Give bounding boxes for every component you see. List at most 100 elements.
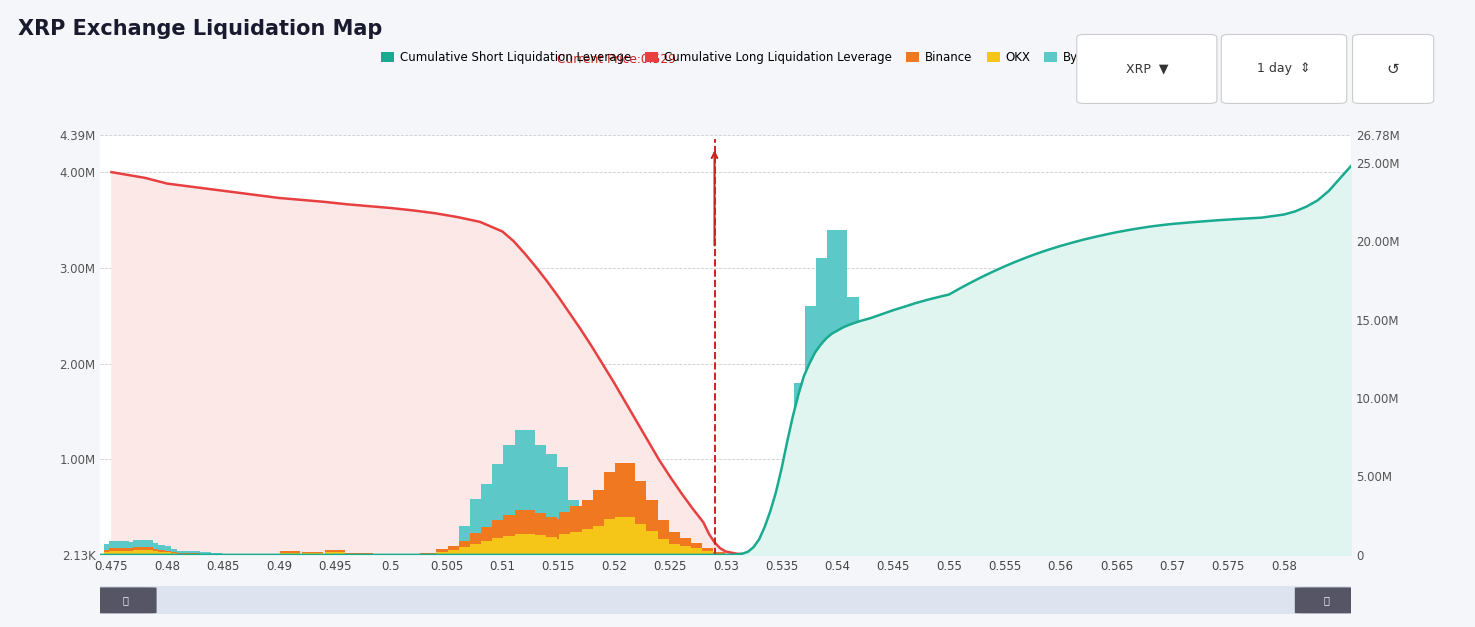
Bar <box>571 506 590 555</box>
Bar <box>972 540 993 555</box>
Bar <box>302 553 323 555</box>
Bar <box>884 485 903 555</box>
Bar <box>1068 554 1087 555</box>
Bar <box>627 481 646 555</box>
Bar <box>693 551 714 555</box>
Bar <box>884 517 903 555</box>
Bar <box>827 510 848 555</box>
Bar <box>681 549 702 555</box>
Text: 1 day  ⇕: 1 day ⇕ <box>1257 63 1311 75</box>
Bar <box>1006 547 1027 555</box>
Bar <box>637 531 658 555</box>
Bar <box>727 554 746 555</box>
Bar <box>693 551 714 555</box>
Bar <box>581 517 602 555</box>
Bar <box>872 532 892 555</box>
Bar <box>471 499 490 555</box>
Bar <box>471 533 490 555</box>
Bar <box>805 528 825 555</box>
Bar <box>302 552 323 555</box>
Bar <box>1274 546 1294 555</box>
Bar <box>1050 549 1071 555</box>
Bar <box>150 552 171 555</box>
Text: ⏸: ⏸ <box>122 596 128 605</box>
Bar <box>190 552 211 555</box>
Bar <box>861 497 881 555</box>
Bar <box>1134 552 1155 555</box>
Bar <box>627 524 646 555</box>
Bar <box>916 545 937 555</box>
Bar <box>145 550 165 555</box>
Bar <box>950 545 971 555</box>
Bar <box>1146 552 1165 555</box>
Bar <box>783 535 802 555</box>
Bar <box>1090 552 1109 555</box>
Bar <box>1040 552 1059 555</box>
Bar <box>336 554 355 555</box>
Bar <box>324 550 345 555</box>
Bar <box>168 553 189 555</box>
Bar <box>805 497 825 555</box>
Bar <box>103 550 124 555</box>
Bar <box>127 552 148 555</box>
Bar <box>1100 554 1121 555</box>
Bar <box>984 549 1004 555</box>
Bar <box>190 554 211 555</box>
Bar <box>145 545 165 555</box>
Bar <box>115 552 134 555</box>
Bar <box>1040 553 1059 555</box>
Bar <box>637 500 658 555</box>
Bar <box>1274 552 1294 555</box>
Bar <box>202 554 223 555</box>
Bar <box>549 467 568 555</box>
Text: XRP  ▼: XRP ▼ <box>1125 63 1168 75</box>
Bar <box>1006 538 1027 555</box>
Bar <box>1090 554 1109 555</box>
Bar <box>537 517 558 555</box>
Bar <box>861 527 881 555</box>
Text: 🦅 coinglass: 🦅 coinglass <box>1125 495 1187 505</box>
Bar <box>715 554 736 555</box>
Bar <box>1319 545 1339 555</box>
Bar <box>581 529 602 555</box>
Bar <box>649 533 668 555</box>
Bar <box>659 539 680 555</box>
Bar <box>437 549 457 555</box>
Bar <box>715 554 736 555</box>
Bar <box>1146 549 1165 555</box>
Bar <box>115 549 134 555</box>
Bar <box>894 502 914 555</box>
Bar <box>145 552 165 555</box>
Bar <box>1124 553 1143 555</box>
Bar <box>1285 552 1305 555</box>
Bar <box>420 554 440 555</box>
Bar <box>1018 544 1037 555</box>
Bar <box>1297 533 1317 555</box>
Bar <box>493 464 512 555</box>
Bar <box>1090 553 1109 555</box>
Bar <box>139 549 158 555</box>
Bar <box>109 548 130 555</box>
Bar <box>1100 552 1121 555</box>
Bar <box>906 512 926 555</box>
Bar <box>447 552 468 555</box>
Bar <box>280 551 301 555</box>
Text: ↺: ↺ <box>1386 61 1400 76</box>
Bar <box>994 550 1015 555</box>
Bar <box>940 533 959 555</box>
Bar <box>503 445 524 555</box>
Bar <box>962 499 981 555</box>
Bar <box>202 553 223 555</box>
Bar <box>127 550 148 555</box>
Bar <box>838 515 858 555</box>
Bar <box>515 431 535 555</box>
Bar <box>884 537 903 555</box>
Bar <box>816 477 836 555</box>
Bar <box>559 500 580 555</box>
Bar <box>133 540 153 555</box>
Bar <box>1319 502 1339 555</box>
Bar <box>1028 552 1049 555</box>
Bar <box>1307 542 1328 555</box>
Bar <box>783 545 802 555</box>
Bar <box>525 445 546 555</box>
